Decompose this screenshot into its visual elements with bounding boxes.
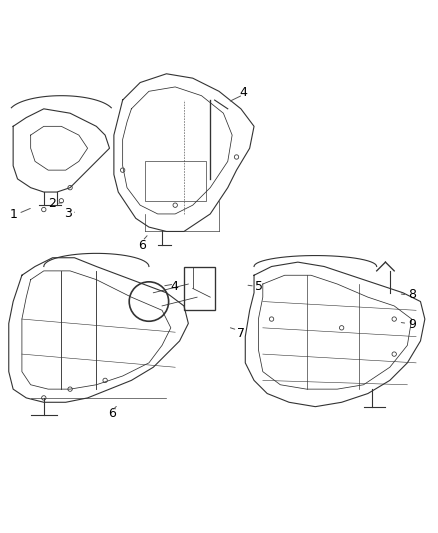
Text: 2: 2 [48,197,56,211]
Text: 6: 6 [108,407,116,419]
Text: 7: 7 [237,327,245,340]
Text: 5: 5 [255,280,263,293]
Text: 1: 1 [9,208,17,221]
Text: 8: 8 [409,288,417,302]
Bar [184,266,215,310]
Text: 4: 4 [170,280,178,293]
Text: 9: 9 [409,318,417,331]
Bar [145,161,206,201]
Text: 4: 4 [239,86,247,99]
Text: 3: 3 [64,207,72,221]
Text: 6: 6 [138,239,146,252]
